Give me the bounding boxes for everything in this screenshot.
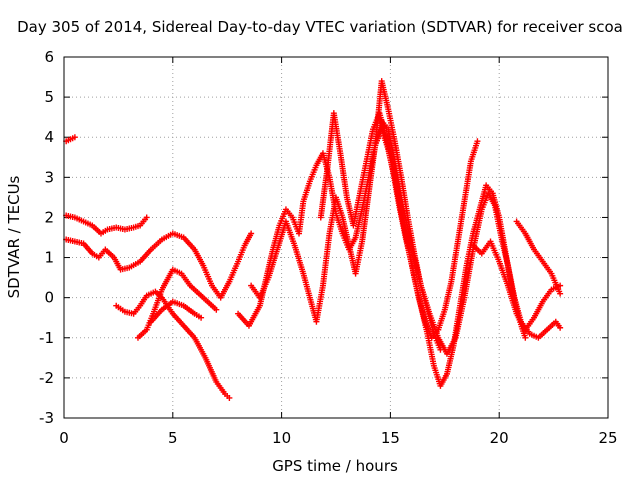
y-tick-label: 5 [44,88,54,106]
series-track-b [63,212,150,237]
y-tick-label: -2 [39,369,54,387]
series-track-l [513,218,564,297]
x-tick-label: 10 [272,429,291,447]
data-point [474,138,481,145]
series-track-c [63,230,255,301]
data-points [63,78,564,401]
data-point [248,230,255,237]
series-track-i [317,110,481,341]
series-track-k [470,238,564,333]
y-tick-label: 2 [44,208,54,226]
y-tick-label: 6 [44,48,54,66]
data-point [71,134,78,141]
y-tick-label: 0 [44,289,54,307]
data-point [557,324,564,331]
series-track-f [148,298,205,325]
data-point [437,346,444,353]
data-point [213,306,220,313]
x-tick-label: 0 [59,429,69,447]
y-tick-label: -1 [39,329,54,347]
data-point [198,314,205,321]
y-tick-label: -3 [39,409,54,427]
x-tick-label: 15 [381,429,400,447]
series-track-j [372,78,444,353]
y-tick-label: 1 [44,249,54,267]
x-tick-label: 5 [168,429,178,447]
data-point [557,290,564,297]
x-tick-label: 20 [490,429,509,447]
y-tick-label: 3 [44,168,54,186]
y-tick-label: 4 [44,128,54,146]
series-track-e [134,266,220,341]
x-tick-label: 25 [598,429,617,447]
data-point [143,214,150,221]
data-point [522,334,529,341]
series-track-a [63,134,78,145]
data-point [226,394,233,401]
y-axis-label: SDTVAR / TECUs [5,175,23,298]
x-axis-label: GPS time / hours [272,457,398,475]
plot-frame [63,56,609,419]
chart-title: Day 305 of 2014, Sidereal Day-to-day VTE… [17,18,623,36]
